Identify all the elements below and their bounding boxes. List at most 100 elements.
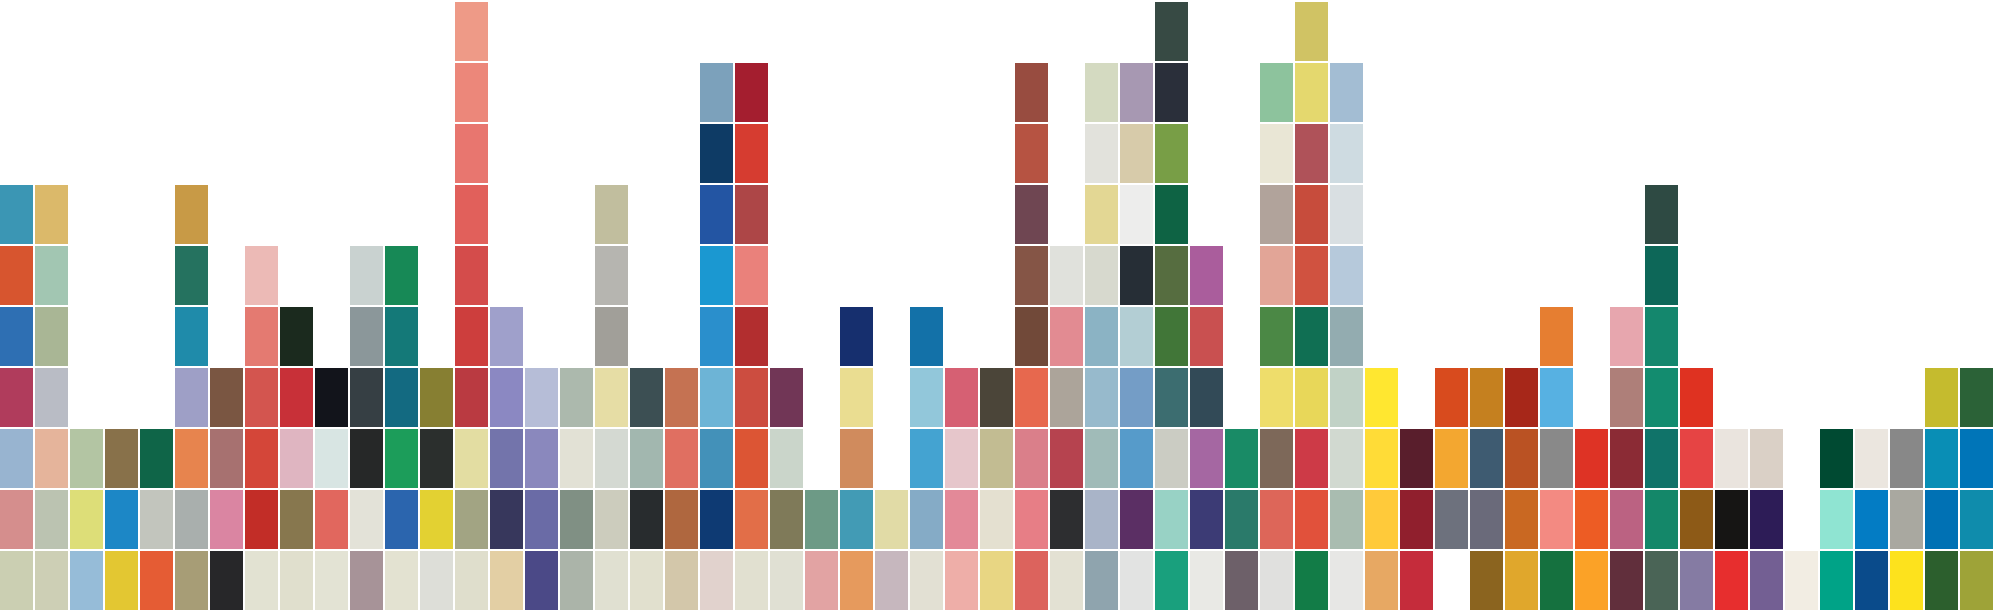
swatch-column: [840, 0, 873, 612]
color-swatch: [1330, 307, 1363, 366]
color-swatch: [735, 307, 768, 366]
color-swatch: [1015, 124, 1048, 183]
color-swatch: [1855, 429, 1888, 488]
color-swatch: [175, 429, 208, 488]
color-swatch: [770, 490, 803, 549]
color-swatch: [1365, 551, 1398, 610]
color-swatch: [1645, 246, 1678, 305]
color-swatch: [525, 490, 558, 549]
color-swatch: [210, 368, 243, 427]
color-swatch: [315, 429, 348, 488]
color-swatch: [980, 551, 1013, 610]
color-swatch: [350, 246, 383, 305]
color-swatch: [1610, 307, 1643, 366]
swatch-column: [385, 0, 418, 612]
color-swatch: [1960, 368, 1993, 427]
swatch-column: [315, 0, 348, 612]
color-swatch: [1050, 490, 1083, 549]
swatch-column: [140, 0, 173, 612]
color-swatch: [1120, 490, 1153, 549]
color-swatch: [1190, 490, 1223, 549]
color-swatch: [490, 429, 523, 488]
color-swatch: [1925, 490, 1958, 549]
swatch-column: [1015, 0, 1048, 612]
color-swatch: [1260, 490, 1293, 549]
color-swatch: [1680, 551, 1713, 610]
color-swatch: [210, 551, 243, 610]
color-swatch: [735, 185, 768, 244]
color-swatch: [665, 490, 698, 549]
color-swatch: [35, 246, 68, 305]
color-swatch: [1190, 246, 1223, 305]
color-swatch: [490, 551, 523, 610]
swatch-column: [1295, 0, 1328, 612]
color-swatch: [1540, 551, 1573, 610]
color-swatch: [105, 429, 138, 488]
swatch-column: [455, 0, 488, 612]
swatch-column: [1260, 0, 1293, 612]
color-swatch: [770, 368, 803, 427]
color-swatch: [210, 490, 243, 549]
color-swatch: [1330, 551, 1363, 610]
swatch-column: [420, 0, 453, 612]
color-swatch: [910, 490, 943, 549]
color-swatch: [490, 368, 523, 427]
color-swatch: [1015, 368, 1048, 427]
color-swatch: [385, 429, 418, 488]
color-swatch: [1890, 551, 1923, 610]
color-swatch: [420, 490, 453, 549]
color-swatch: [1260, 185, 1293, 244]
color-swatch: [945, 490, 978, 549]
color-swatch: [1295, 429, 1328, 488]
color-swatch: [1925, 429, 1958, 488]
color-swatch: [595, 246, 628, 305]
color-swatch: [1400, 551, 1433, 610]
swatch-column: [1610, 0, 1643, 612]
color-swatch: [245, 246, 278, 305]
color-swatch: [1505, 551, 1538, 610]
color-swatch: [455, 307, 488, 366]
swatch-column: [70, 0, 103, 612]
swatch-column: [490, 0, 523, 612]
color-swatch: [315, 368, 348, 427]
color-swatch: [525, 551, 558, 610]
color-swatch: [1155, 429, 1188, 488]
color-swatch: [1155, 246, 1188, 305]
color-swatch: [175, 490, 208, 549]
swatch-column: [1575, 0, 1608, 612]
color-swatch: [1050, 368, 1083, 427]
color-swatch: [700, 124, 733, 183]
color-swatch: [1120, 63, 1153, 122]
color-swatch: [105, 551, 138, 610]
color-swatch: [735, 63, 768, 122]
color-swatch: [420, 368, 453, 427]
color-swatch: [980, 429, 1013, 488]
color-swatch: [280, 368, 313, 427]
color-swatch: [1155, 307, 1188, 366]
color-swatch: [1120, 307, 1153, 366]
color-swatch: [980, 368, 1013, 427]
swatch-column: [770, 0, 803, 612]
swatch-column: [1680, 0, 1713, 612]
color-swatch: [910, 368, 943, 427]
color-swatch: [1470, 368, 1503, 427]
swatch-column: [910, 0, 943, 612]
color-swatch: [700, 63, 733, 122]
color-swatch: [35, 368, 68, 427]
color-swatch: [1400, 429, 1433, 488]
swatch-column: [875, 0, 908, 612]
color-swatch: [455, 63, 488, 122]
swatch-column: [210, 0, 243, 612]
color-swatch: [455, 246, 488, 305]
color-swatch: [1785, 551, 1818, 610]
color-swatch: [1400, 490, 1433, 549]
color-swatch: [0, 368, 33, 427]
color-swatch: [1015, 185, 1048, 244]
swatch-column: [630, 0, 663, 612]
color-swatch: [455, 124, 488, 183]
swatch-column: [665, 0, 698, 612]
color-swatch: [0, 246, 33, 305]
color-swatch: [1540, 429, 1573, 488]
color-swatch: [1610, 429, 1643, 488]
color-swatch: [1295, 307, 1328, 366]
